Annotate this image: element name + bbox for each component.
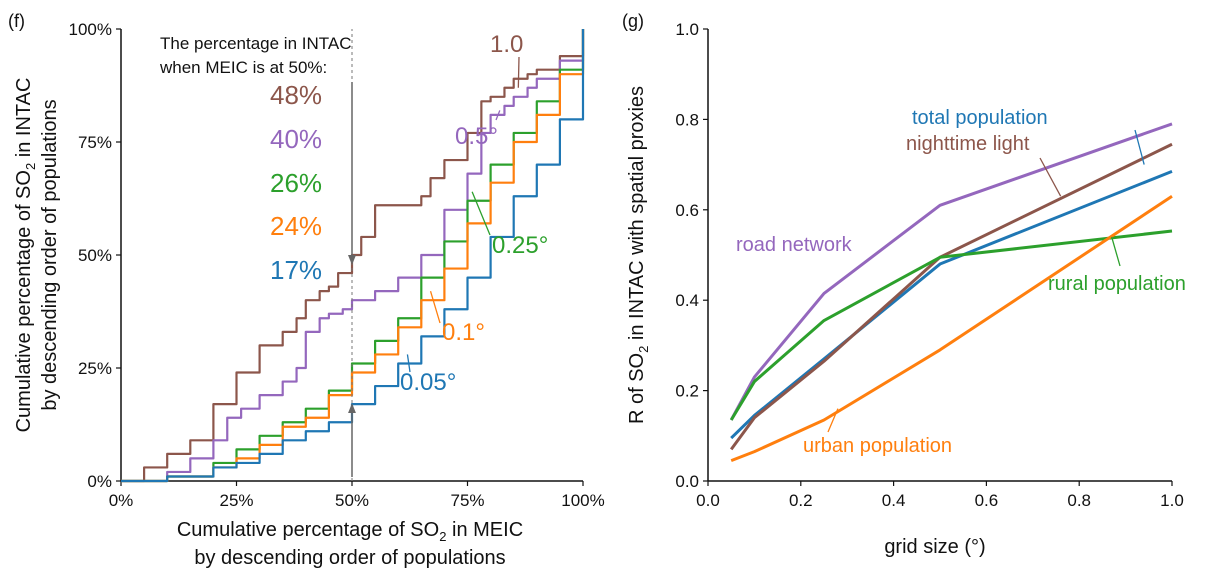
f-series-line-2 bbox=[121, 29, 585, 483]
f-x-tick-label: 100% bbox=[561, 491, 604, 510]
g-y-tick-label: 0.8 bbox=[675, 110, 699, 129]
panel-f-tag: (f) bbox=[8, 11, 25, 31]
g-label-total-population: total population bbox=[912, 107, 1048, 129]
f-y-tick-label: 0% bbox=[87, 472, 112, 491]
g-x-axis-title: grid size (°) bbox=[884, 536, 985, 558]
f-x-axis-title-line-2: by descending order of populations bbox=[194, 547, 505, 569]
f-y-tick-label: 50% bbox=[78, 246, 112, 265]
f-annotation-line-1: The percentage in INTAC bbox=[160, 34, 352, 53]
g-series-line-4 bbox=[730, 194, 1173, 463]
g-y-tick-label: 0.4 bbox=[675, 291, 699, 310]
f-percent-label-0-05: 17% bbox=[270, 255, 322, 285]
f-percent-label-0-1: 24% bbox=[270, 211, 322, 241]
g-series-line-0 bbox=[729, 122, 1173, 421]
f-y-tick-label: 25% bbox=[78, 359, 112, 378]
f-leader-line-3 bbox=[429, 290, 441, 324]
g-series-line-1 bbox=[730, 169, 1173, 440]
f-x-axis-title-line-1: Cumulative percentage of SO2 in MEIC bbox=[177, 519, 523, 544]
g-axes: 0.0 0.2 0.4 0.6 0.8 1.0 0.0 0.2 0.4 0.6 0.8 1.0 bbox=[675, 20, 1183, 510]
g-y-tick-label: 0.0 bbox=[675, 472, 699, 491]
g-x-tick-label: 0.4 bbox=[882, 491, 906, 510]
g-series-line-3 bbox=[729, 229, 1173, 421]
f-series-line-4 bbox=[121, 29, 585, 483]
f-leader-line-1 bbox=[495, 110, 501, 121]
g-y-tick-label: 0.2 bbox=[675, 382, 699, 401]
f-percent-label-0-25: 26% bbox=[270, 168, 322, 198]
g-x-tick-label: 0.8 bbox=[1067, 491, 1091, 510]
g-x-tick-label: 1.0 bbox=[1160, 491, 1184, 510]
f-leader-line-4 bbox=[406, 354, 411, 373]
g-label-rural-population: rural population bbox=[1048, 273, 1186, 295]
f-x-tick-label: 75% bbox=[450, 491, 484, 510]
g-leader-line-2 bbox=[1111, 236, 1121, 267]
f-y-axis-title-line-2: by descending order of populations bbox=[39, 99, 61, 410]
g-leader-line-0 bbox=[1134, 129, 1145, 165]
panel-g: (g) 0.0 0.2 0.4 0.6 0.8 1.0 0.0 0.2 0.4 0.6 0.8 1.0… bbox=[622, 11, 1186, 558]
f-x-tick-label: 25% bbox=[219, 491, 253, 510]
g-x-tick-label: 0.6 bbox=[975, 491, 999, 510]
g-x-tick-label: 0.2 bbox=[789, 491, 813, 510]
f-leader-line-0 bbox=[517, 56, 520, 88]
f-annotation-line-2: when MEIC is at 50%: bbox=[159, 58, 327, 77]
g-x-tick-label: 0.0 bbox=[696, 491, 720, 510]
f-percent-label-1-0: 48% bbox=[270, 80, 322, 110]
g-y-axis-title: R of SO2 in INTAC with spatial proxies bbox=[626, 86, 651, 424]
g-leader-lines bbox=[827, 129, 1145, 433]
f-x-tick-label: 50% bbox=[335, 491, 369, 510]
g-series-lines bbox=[729, 122, 1173, 463]
f-annotations bbox=[348, 29, 520, 481]
f-axes: 0% 25% 50% 75% 100% 0% 25% 50% 75% 100% bbox=[69, 20, 605, 510]
f-y-axis-title-line-1: Cumulative percentage of SO2 in INTAC bbox=[13, 78, 38, 433]
g-y-tick-label: 1.0 bbox=[675, 20, 699, 39]
f-series-label-0-05: 0.05° bbox=[400, 369, 456, 396]
f-leader-line-2 bbox=[471, 191, 491, 236]
f-y-tick-label: 75% bbox=[78, 133, 112, 152]
f-series-label-0-1: 0.1° bbox=[442, 319, 485, 346]
f-x-tick-label: 0% bbox=[109, 491, 134, 510]
panel-g-tag: (g) bbox=[622, 11, 644, 31]
g-series-line-2 bbox=[729, 142, 1173, 451]
f-percent-label-0-5: 40% bbox=[270, 124, 322, 154]
g-leader-line-1 bbox=[1039, 157, 1062, 197]
g-label-urban-population: urban population bbox=[803, 435, 952, 457]
f-series-line-0 bbox=[121, 29, 585, 483]
f-series-label-1-0: 1.0 bbox=[490, 31, 523, 58]
f-y-tick-label: 100% bbox=[69, 20, 112, 39]
g-leader-line-3 bbox=[827, 408, 839, 433]
g-label-nighttime-light: nighttime light bbox=[906, 133, 1030, 155]
panel-f: (f) 0% 25% 50% 75% 100% 0% 25% 50% 75% 100% The p… bbox=[8, 11, 605, 569]
f-series-line-3 bbox=[121, 29, 585, 483]
f-series-label-0-25: 0.25° bbox=[492, 232, 548, 259]
g-label-road-network: road network bbox=[736, 234, 853, 256]
g-y-tick-label: 0.6 bbox=[675, 201, 699, 220]
f-series-label-0-5: 0.5° bbox=[455, 123, 498, 150]
